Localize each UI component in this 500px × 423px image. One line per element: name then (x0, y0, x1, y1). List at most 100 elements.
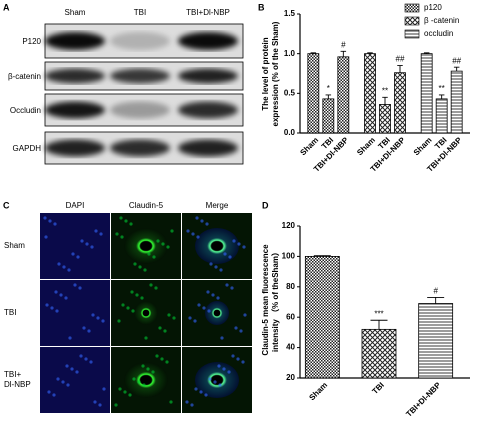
nucleus (194, 387, 198, 391)
error-bar (367, 52, 373, 54)
nucleus (84, 357, 88, 361)
nucleus (161, 242, 165, 246)
nucleus (133, 262, 137, 266)
nucleus (165, 360, 169, 364)
nucleus (140, 296, 144, 300)
blot-band (178, 32, 238, 50)
y-tick-label: 40 (286, 343, 295, 352)
nucleus (71, 252, 75, 256)
error-bar (370, 319, 388, 330)
nucleus (237, 242, 241, 246)
nucleus (236, 357, 240, 361)
nucleus (123, 390, 127, 394)
error-bar (427, 296, 445, 304)
nucleus (115, 232, 119, 236)
annotation: ## (396, 55, 405, 64)
nucleus (53, 222, 57, 226)
nucleus (44, 235, 48, 239)
nucleus (54, 290, 58, 294)
nucleus (190, 403, 194, 407)
nucleus (129, 222, 133, 226)
nucleus (96, 316, 100, 320)
bar (420, 53, 433, 134)
nucleus (147, 252, 151, 256)
bar (337, 56, 350, 134)
nucleus (152, 255, 156, 259)
blot-band (45, 139, 105, 157)
nucleus (138, 265, 142, 269)
nucleus (43, 216, 47, 220)
annotation: * (327, 84, 330, 93)
legend-swatch (404, 3, 420, 13)
row-label: Occludin (10, 106, 41, 115)
nucleus (202, 306, 206, 310)
nucleus (193, 319, 197, 323)
nucleus (199, 390, 203, 394)
blot-band (45, 32, 105, 50)
nucleus (197, 303, 201, 307)
nucleus (80, 239, 84, 243)
nucleus (230, 286, 234, 290)
nucleus (48, 219, 52, 223)
nucleus (239, 329, 243, 333)
nucleus (220, 336, 224, 340)
legend-label: occludin (424, 29, 453, 38)
nucleus (144, 336, 148, 340)
y-tick-label: 1.5 (284, 9, 296, 18)
annotation: # (341, 40, 346, 49)
nucleus (151, 370, 155, 374)
nucleus (191, 232, 195, 236)
nucleus (231, 354, 235, 358)
nucleus (47, 390, 51, 394)
error-bar (423, 52, 430, 54)
y-tick-label: 0.0 (284, 128, 296, 137)
panel-label: D (262, 200, 269, 210)
row-label: GAPDH (13, 144, 42, 153)
nucleus (124, 219, 128, 223)
western-blot: Sham TBI TBI+Dl-NBP P120 β-catenin Occludin GA… (8, 8, 244, 165)
nucleus (154, 286, 158, 290)
nucleus (62, 265, 66, 269)
nucleus (82, 326, 86, 330)
nucleus (172, 316, 176, 320)
nucleus (79, 354, 83, 358)
y-tick-label: 0.5 (284, 88, 296, 97)
nucleus (114, 403, 118, 407)
nucleus (117, 319, 121, 323)
row-label: Dl-NBP (4, 380, 31, 389)
nucleus (75, 370, 79, 374)
nucleus (170, 229, 174, 233)
nucleus (158, 326, 162, 330)
column-header: Claudin-5 (129, 201, 164, 210)
vessel (134, 301, 158, 325)
nucleus (227, 370, 231, 374)
x-tick-label: Sham (307, 381, 329, 403)
nucleus (98, 403, 102, 407)
nucleus (186, 229, 190, 233)
panel-label: B (258, 2, 265, 12)
annotation: *** (374, 309, 383, 318)
bar (450, 70, 463, 134)
y-tick-label: 120 (282, 221, 296, 230)
column-header: Merge (206, 201, 229, 210)
nucleus (149, 283, 153, 287)
bar (361, 328, 397, 379)
nucleus (68, 336, 72, 340)
nucleus (99, 232, 103, 236)
nucleus (222, 367, 226, 371)
blot-band (45, 68, 105, 84)
nucleus (87, 329, 91, 333)
bar (322, 98, 335, 134)
micrograph (40, 280, 110, 346)
nucleus (232, 239, 236, 243)
nucleus (219, 268, 223, 272)
x-tick-label: Sham (355, 136, 377, 158)
panel-label: A (3, 2, 10, 12)
nucleus (65, 364, 69, 368)
nucleus (211, 293, 215, 297)
blot-band (178, 139, 238, 157)
x-tick-label: TBI+Dl-NBP (404, 380, 443, 419)
nucleus (131, 309, 135, 313)
nucleus (141, 364, 145, 368)
nucleus (163, 329, 167, 333)
